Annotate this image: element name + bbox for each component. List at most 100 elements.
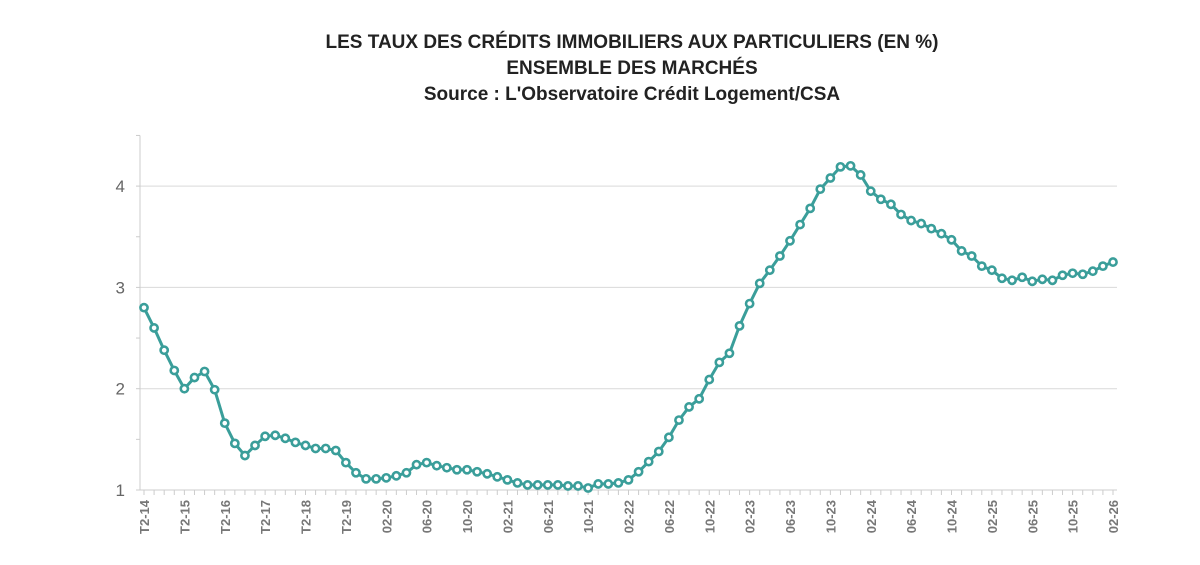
data-point (805, 203, 816, 214)
data-point (381, 472, 392, 483)
data-point (240, 450, 250, 461)
data-point (845, 160, 856, 171)
data-point (452, 464, 462, 475)
data-point (966, 251, 977, 261)
data-point (825, 173, 836, 183)
data-point (431, 460, 442, 471)
data-point (351, 467, 361, 478)
data-point (229, 438, 240, 449)
data-point (653, 446, 664, 457)
x-tick-label: 06-23 (783, 500, 798, 533)
x-tick-label: 10-24 (945, 499, 960, 533)
data-point (139, 302, 149, 313)
data-point (411, 459, 422, 470)
x-tick-label: T2-16 (218, 500, 233, 534)
data-point (1077, 269, 1088, 280)
x-tick-label: 06-20 (420, 500, 435, 533)
x-tick-label: 06-25 (1025, 500, 1040, 533)
data-point (542, 480, 553, 490)
data-point (1098, 261, 1108, 272)
data-point (462, 464, 472, 475)
data-point (209, 384, 220, 395)
data-point (663, 432, 674, 443)
x-tick-label: 10-25 (1066, 500, 1081, 533)
data-point (421, 457, 432, 468)
data-point (623, 474, 634, 485)
data-point (1037, 274, 1048, 285)
chart-title: LES TAUX DES CRÉDITS IMMOBILIERS AUX PAR… (325, 32, 939, 53)
data-point (926, 223, 937, 234)
data-point (724, 348, 735, 359)
data-point (330, 445, 341, 456)
data-point (764, 265, 775, 276)
data-point (340, 457, 351, 468)
data-point (997, 273, 1007, 284)
data-point (714, 357, 725, 368)
data-point (643, 456, 654, 467)
data-point (270, 430, 281, 441)
data-point (936, 228, 947, 239)
y-tick-label: 3 (116, 278, 125, 297)
chart-source: Source : L'Observatoire Crédit Logement/… (423, 84, 841, 105)
data-point (159, 345, 170, 356)
data-point (1007, 275, 1017, 286)
data-point (1027, 276, 1038, 287)
data-point (563, 481, 573, 491)
data-point (916, 218, 927, 229)
data-point (512, 478, 523, 488)
x-tick-label: T2-19 (339, 500, 354, 534)
x-tick-label: 10-22 (702, 500, 717, 533)
x-tick-label: T2-14 (137, 499, 152, 534)
x-tick-label: T2-15 (177, 500, 192, 534)
data-point (300, 440, 311, 451)
x-tick-label: 06-21 (541, 500, 556, 533)
data-point (704, 374, 715, 385)
data-point (976, 261, 987, 272)
data-point (361, 473, 371, 484)
data-point (1057, 270, 1068, 281)
data-point (290, 437, 301, 448)
data-point (441, 462, 452, 473)
data-point (694, 393, 705, 404)
x-tick-label: 02-25 (985, 500, 1000, 533)
y-tick-label: 4 (116, 177, 125, 196)
data-point (320, 443, 331, 454)
data-point (199, 366, 210, 377)
data-point (865, 186, 876, 197)
data-point (986, 265, 997, 276)
x-tick-label: 06-24 (904, 499, 919, 533)
data-point (785, 235, 795, 246)
data-point (855, 170, 866, 180)
x-tick-label: 06-22 (662, 500, 677, 533)
data-point (280, 433, 291, 444)
data-point (754, 278, 765, 289)
data-point (593, 479, 604, 489)
data-point (179, 383, 190, 394)
x-tick-label: 02-21 (500, 500, 515, 533)
data-point (613, 478, 624, 488)
data-point (886, 199, 896, 210)
data-point (219, 418, 230, 429)
x-tick-label: 02-26 (1106, 500, 1121, 533)
x-tick-label: 02-22 (622, 500, 637, 533)
data-point (573, 481, 583, 491)
data-point (1087, 266, 1098, 277)
data-point (169, 365, 180, 376)
data-point (633, 466, 644, 477)
data-point (684, 402, 694, 412)
data-point (492, 471, 503, 482)
chart-title-block: LES TAUX DES CRÉDITS IMMOBILIERS AUX PAR… (0, 30, 1200, 108)
data-point (674, 415, 684, 426)
data-point (815, 184, 826, 195)
data-point (734, 320, 745, 331)
data-point (149, 323, 159, 333)
y-tick-label: 2 (116, 380, 125, 399)
x-tick-label: 02-20 (379, 500, 394, 533)
x-tick-label: 02-23 (743, 500, 758, 533)
data-point (835, 161, 846, 172)
data-point (744, 298, 755, 309)
data-point (391, 470, 402, 481)
x-tick-label: 10-23 (823, 500, 838, 533)
chart-subtitle: ENSEMBLE DES MARCHÉS (506, 58, 758, 79)
